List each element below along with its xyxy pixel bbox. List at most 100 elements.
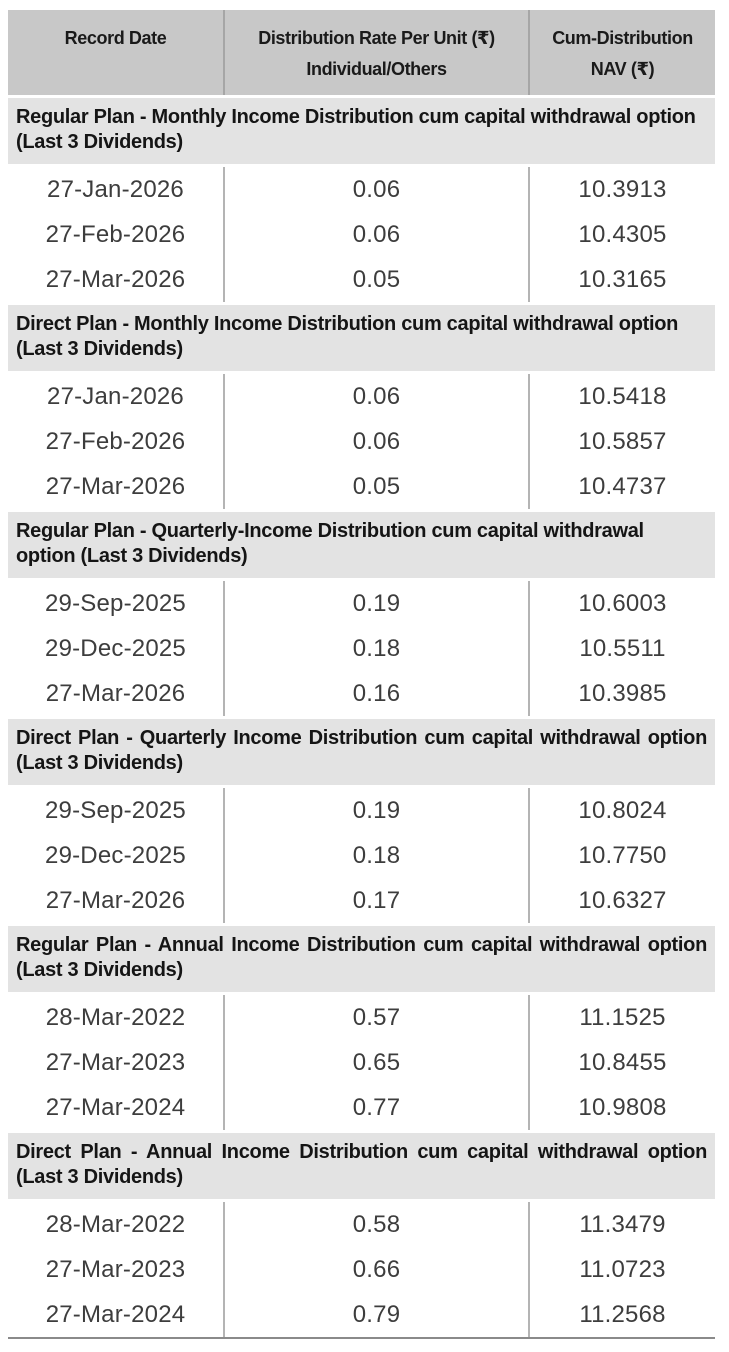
record-date-cell: 27-Mar-2026 bbox=[45, 265, 186, 293]
header-distribution-rate: Distribution Rate Per Unit (₹) Individua… bbox=[223, 10, 528, 95]
plan-section-title: Regular Plan - Quarterly-Income Distribu… bbox=[8, 512, 715, 578]
header-record-date-label: Record Date bbox=[64, 28, 167, 48]
record-date-cell: 27-Mar-2023 bbox=[45, 1255, 186, 1283]
nav-cell: 10.3913 bbox=[528, 167, 715, 212]
distribution-rate-cell: 0.57 bbox=[223, 995, 528, 1040]
plan-section-rows: 27-Jan-2026 0.06 10.3913 27-Feb-2026 0.0… bbox=[8, 167, 715, 302]
distribution-rate-cell: 0.06 bbox=[223, 419, 528, 464]
distribution-rate-cell: 0.19 bbox=[223, 581, 528, 626]
record-date-cell: 27-Jan-2026 bbox=[47, 382, 184, 410]
plan-section-rows: 27-Jan-2026 0.06 10.5418 27-Feb-2026 0.0… bbox=[8, 374, 715, 509]
header-cum-distribution-line2: NAV (₹) bbox=[590, 59, 655, 79]
record-date-cell: 28-Mar-2022 bbox=[45, 1210, 186, 1238]
record-date-cell: 27-Feb-2026 bbox=[45, 427, 186, 455]
record-date-cell: 27-Mar-2024 bbox=[45, 1300, 186, 1328]
header-distribution-rate-line1: Distribution Rate Per Unit (₹) bbox=[258, 28, 495, 48]
distribution-rate-cell: 0.19 bbox=[223, 788, 528, 833]
distribution-rate-cell: 0.16 bbox=[223, 671, 528, 716]
plan-section: Direct Plan - Annual Income Distribution… bbox=[8, 1133, 715, 1337]
nav-cell: 10.6327 bbox=[528, 878, 715, 923]
record-date-cell: 29-Dec-2025 bbox=[45, 634, 186, 662]
table-row: 27-Mar-2024 0.77 10.9808 bbox=[8, 1085, 715, 1130]
distribution-rate-cell: 0.05 bbox=[223, 257, 528, 302]
table-row: 27-Mar-2026 0.05 10.4737 bbox=[8, 464, 715, 509]
table-row: 27-Mar-2026 0.16 10.3985 bbox=[8, 671, 715, 716]
plan-section: Regular Plan - Monthly Income Distributi… bbox=[8, 98, 715, 302]
record-date-cell: 29-Sep-2025 bbox=[45, 589, 186, 617]
table-row: 27-Jan-2026 0.06 10.3913 bbox=[8, 167, 715, 212]
record-date-cell: 27-Jan-2026 bbox=[47, 175, 184, 203]
table-row: 29-Sep-2025 0.19 10.6003 bbox=[8, 581, 715, 626]
record-date-cell: 27-Mar-2026 bbox=[45, 679, 186, 707]
table-row: 27-Mar-2026 0.05 10.3165 bbox=[8, 257, 715, 302]
nav-cell: 10.4305 bbox=[528, 212, 715, 257]
record-date-cell: 29-Sep-2025 bbox=[45, 796, 186, 824]
nav-cell: 10.8024 bbox=[528, 788, 715, 833]
distribution-rate-cell: 0.06 bbox=[223, 374, 528, 419]
dividend-history-table: Record Date Distribution Rate Per Unit (… bbox=[8, 10, 715, 1339]
nav-cell: 11.0723 bbox=[528, 1247, 715, 1292]
distribution-rate-cell: 0.18 bbox=[223, 626, 528, 671]
record-date-cell: 29-Dec-2025 bbox=[45, 841, 186, 869]
plan-section: Regular Plan - Annual Income Distributio… bbox=[8, 926, 715, 1130]
table-row: 27-Jan-2026 0.06 10.5418 bbox=[8, 374, 715, 419]
distribution-rate-cell: 0.79 bbox=[223, 1292, 528, 1337]
plan-section-title: Regular Plan - Monthly Income Distributi… bbox=[8, 98, 715, 164]
record-date-cell: 27-Mar-2023 bbox=[45, 1048, 186, 1076]
record-date-cell: 27-Feb-2026 bbox=[45, 220, 186, 248]
table-row: 27-Mar-2023 0.66 11.0723 bbox=[8, 1247, 715, 1292]
nav-cell: 10.8455 bbox=[528, 1040, 715, 1085]
nav-cell: 10.6003 bbox=[528, 581, 715, 626]
table-row: 27-Feb-2026 0.06 10.4305 bbox=[8, 212, 715, 257]
plan-section-title: Regular Plan - Annual Income Distributio… bbox=[8, 926, 715, 992]
nav-cell: 10.5511 bbox=[528, 626, 715, 671]
nav-cell: 11.1525 bbox=[528, 995, 715, 1040]
nav-cell: 10.5857 bbox=[528, 419, 715, 464]
distribution-rate-cell: 0.05 bbox=[223, 464, 528, 509]
table-row: 27-Mar-2023 0.65 10.8455 bbox=[8, 1040, 715, 1085]
distribution-rate-cell: 0.65 bbox=[223, 1040, 528, 1085]
table-body: Regular Plan - Monthly Income Distributi… bbox=[8, 98, 715, 1337]
table-row: 27-Feb-2026 0.06 10.5857 bbox=[8, 419, 715, 464]
table-row: 27-Mar-2026 0.17 10.6327 bbox=[8, 878, 715, 923]
plan-section-title: Direct Plan - Quarterly Income Distribut… bbox=[8, 719, 715, 785]
distribution-rate-cell: 0.77 bbox=[223, 1085, 528, 1130]
distribution-rate-cell: 0.18 bbox=[223, 833, 528, 878]
nav-cell: 10.9808 bbox=[528, 1085, 715, 1130]
table-row: 29-Dec-2025 0.18 10.7750 bbox=[8, 833, 715, 878]
table-row: 29-Sep-2025 0.19 10.8024 bbox=[8, 788, 715, 833]
plan-section-rows: 29-Sep-2025 0.19 10.8024 29-Dec-2025 0.1… bbox=[8, 788, 715, 923]
header-distribution-rate-line2: Individual/Others bbox=[306, 59, 447, 79]
plan-section: Regular Plan - Quarterly-Income Distribu… bbox=[8, 512, 715, 716]
record-date-cell: 27-Mar-2026 bbox=[45, 886, 186, 914]
nav-cell: 10.7750 bbox=[528, 833, 715, 878]
plan-section-rows: 28-Mar-2022 0.58 11.3479 27-Mar-2023 0.6… bbox=[8, 1202, 715, 1337]
table-row: 28-Mar-2022 0.58 11.3479 bbox=[8, 1202, 715, 1247]
distribution-rate-cell: 0.66 bbox=[223, 1247, 528, 1292]
plan-section-title: Direct Plan - Monthly Income Distributio… bbox=[8, 305, 715, 371]
header-cum-distribution-nav: Cum-Distribution NAV (₹) bbox=[528, 10, 715, 95]
distribution-rate-cell: 0.06 bbox=[223, 212, 528, 257]
plan-section: Direct Plan - Monthly Income Distributio… bbox=[8, 305, 715, 509]
distribution-rate-cell: 0.58 bbox=[223, 1202, 528, 1247]
distribution-rate-cell: 0.17 bbox=[223, 878, 528, 923]
nav-cell: 10.5418 bbox=[528, 374, 715, 419]
table-bottom-rule bbox=[8, 1337, 715, 1339]
record-date-cell: 27-Mar-2024 bbox=[45, 1093, 186, 1121]
nav-cell: 10.3985 bbox=[528, 671, 715, 716]
header-record-date: Record Date bbox=[8, 10, 223, 95]
record-date-cell: 28-Mar-2022 bbox=[45, 1003, 186, 1031]
nav-cell: 11.2568 bbox=[528, 1292, 715, 1337]
plan-section: Direct Plan - Quarterly Income Distribut… bbox=[8, 719, 715, 923]
record-date-cell: 27-Mar-2026 bbox=[45, 472, 186, 500]
table-row: 29-Dec-2025 0.18 10.5511 bbox=[8, 626, 715, 671]
header-cum-distribution-line1: Cum-Distribution bbox=[552, 28, 693, 48]
plan-section-rows: 29-Sep-2025 0.19 10.6003 29-Dec-2025 0.1… bbox=[8, 581, 715, 716]
nav-cell: 10.4737 bbox=[528, 464, 715, 509]
table-header-row: Record Date Distribution Rate Per Unit (… bbox=[8, 10, 715, 95]
nav-cell: 10.3165 bbox=[528, 257, 715, 302]
table-row: 27-Mar-2024 0.79 11.2568 bbox=[8, 1292, 715, 1337]
distribution-rate-cell: 0.06 bbox=[223, 167, 528, 212]
nav-cell: 11.3479 bbox=[528, 1202, 715, 1247]
